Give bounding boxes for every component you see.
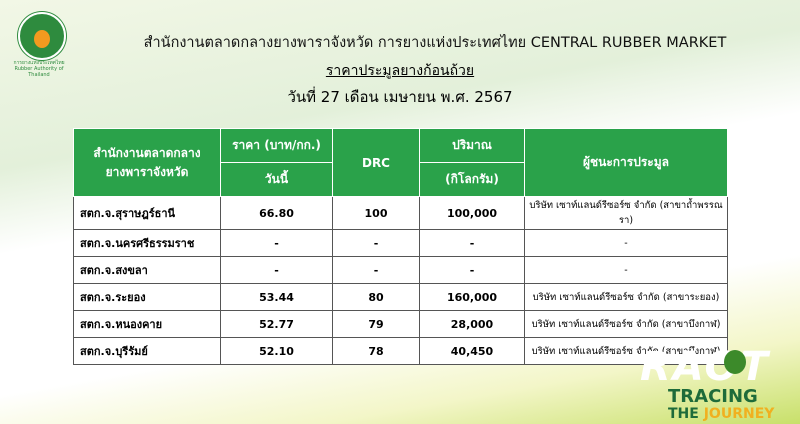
cell-winner: บริษัท เซาท์แลนด์รีซอร์ซ จำกัด (สาขาถ้ำพ… — [524, 196, 728, 230]
cell-qty: - — [419, 229, 525, 257]
cell-drc: 78 — [332, 337, 420, 365]
tree-icon — [724, 350, 746, 374]
header-winner: ผู้ชนะการประมูล — [524, 128, 728, 197]
journey-text: JOURNEY — [703, 406, 775, 422]
tracing-text: TRACING — [668, 386, 758, 407]
table-row: สตก.จ.ระยอง 53.44 80 160,000 บริษัท เซาท์แลน… — [73, 283, 728, 311]
cell-drc: - — [332, 229, 420, 257]
header-qty-unit: (กิโลกรัม) — [419, 162, 525, 197]
table-row: สตก.จ.สุราษฎร์ธานี 66.80 100 100,000 บริษัท … — [73, 196, 728, 230]
cell-office: สตก.จ.ระยอง — [73, 283, 221, 311]
cell-qty: 28,000 — [419, 310, 525, 338]
page-subtitle: ราคาประมูลยางก้อนถ้วย — [325, 63, 475, 79]
cell-qty: 40,450 — [419, 337, 525, 365]
cell-office: สตก.จ.สงขลา — [73, 256, 221, 284]
header-drc: DRC — [332, 128, 420, 197]
cell-office: สตก.จ.สุราษฎร์ธานี — [73, 196, 221, 230]
logo-text: การยางแห่งประเทศไทย Rubber Authority of … — [13, 60, 65, 78]
cell-office: สตก.จ.หนองคาย — [73, 310, 221, 338]
cell-drc: 79 — [332, 310, 420, 338]
raot-logo-icon — [18, 12, 66, 60]
cell-qty: - — [419, 256, 525, 284]
cell-price: 52.77 — [220, 310, 333, 338]
header-office: สำนักงานตลาดกลาง ยางพาราจังหวัด — [73, 128, 221, 197]
cell-winner: บริษัท เซาท์แลนด์รีซอร์ซ จำกัด (สาขาบึงก… — [524, 310, 728, 338]
cell-price: 53.44 — [220, 283, 333, 311]
table-row: สตก.จ.สงขลา - - - - — [73, 256, 728, 284]
header-qty: ปริมาณ — [419, 128, 525, 163]
cell-winner: บริษัท เซาท์แลนด์รีซอร์ซ จำกัด (สาขาบึงก… — [524, 337, 728, 365]
auction-table: สำนักงานตลาดกลาง ยางพาราจังหวัด ราคา (บา… — [73, 128, 728, 365]
cell-drc: - — [332, 256, 420, 284]
table-row: สตก.จ.หนองคาย 52.77 79 28,000 บริษัท เซาท์แล… — [73, 310, 728, 338]
cell-office: สตก.จ.บุรีรัมย์ — [73, 337, 221, 365]
table-row: สตก.จ.นครศรีธรรมราช - - - - — [73, 229, 728, 257]
date-line: วันที่ 27 เดือน เมษายน พ.ศ. 2567 — [287, 88, 513, 106]
cell-price: - — [220, 256, 333, 284]
cell-price: 52.10 — [220, 337, 333, 365]
header-today: วันนี้ — [220, 162, 333, 197]
cell-drc: 80 — [332, 283, 420, 311]
cell-price: 66.80 — [220, 196, 333, 230]
the-journey-text: THE JOURNEY — [668, 407, 774, 422]
raot-brand-text: RAOT — [640, 344, 770, 390]
the-text: THE — [668, 406, 704, 422]
page-title: สำนักงานตลาดกลางยางพาราจังหวัด การยางแห่… — [143, 35, 727, 51]
cell-winner: - — [524, 229, 728, 257]
cell-drc: 100 — [332, 196, 420, 230]
cell-qty: 100,000 — [419, 196, 525, 230]
cell-qty: 160,000 — [419, 283, 525, 311]
table-row: สตก.จ.บุรีรัมย์ 52.10 78 40,450 บริษัท เซาท์… — [73, 337, 728, 365]
cell-price: - — [220, 229, 333, 257]
cell-winner: - — [524, 256, 728, 284]
header-price: ราคา (บาท/กก.) — [220, 128, 333, 163]
cell-winner: บริษัท เซาท์แลนด์รีซอร์ซ จำกัด (สาขาระยอ… — [524, 283, 728, 311]
cell-office: สตก.จ.นครศรีธรรมราช — [73, 229, 221, 257]
